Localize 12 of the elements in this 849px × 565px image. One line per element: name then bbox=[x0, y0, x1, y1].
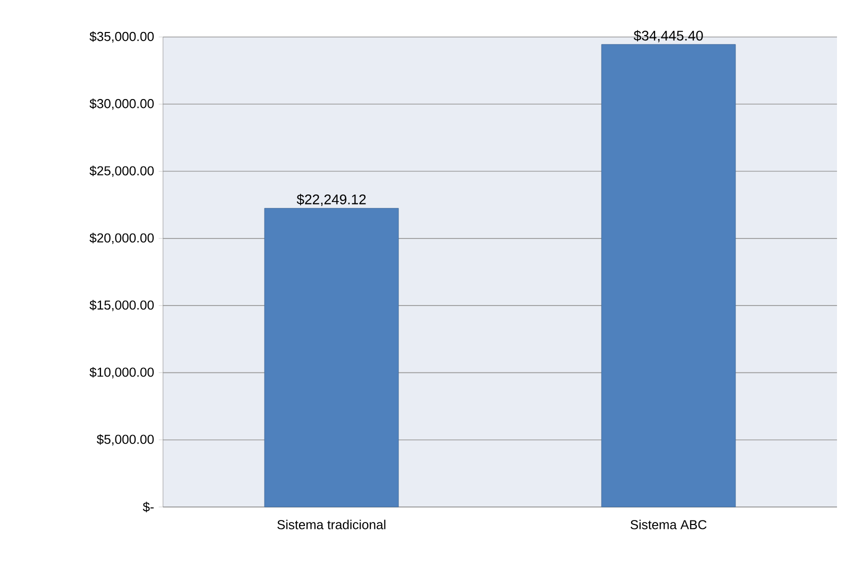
y-tick-label: $5,000.00 bbox=[96, 434, 154, 446]
data-label: $22,249.12 bbox=[296, 194, 366, 206]
x-tick-label: Sistema tradicional bbox=[277, 520, 386, 530]
y-tick-label: $15,000.00 bbox=[90, 300, 154, 312]
y-tick-label: $20,000.00 bbox=[90, 232, 154, 244]
y-tick-label: $35,000.00 bbox=[90, 31, 154, 43]
y-tick-label: $25,000.00 bbox=[90, 166, 154, 177]
y-tick-label: $30,000.00 bbox=[90, 98, 154, 110]
y-tick-label: $- bbox=[142, 502, 154, 512]
x-tick-label: Sistema ABC bbox=[630, 520, 707, 530]
data-label: $34,445.40 bbox=[634, 30, 703, 42]
y-tick-label: $10,000.00 bbox=[90, 367, 154, 378]
